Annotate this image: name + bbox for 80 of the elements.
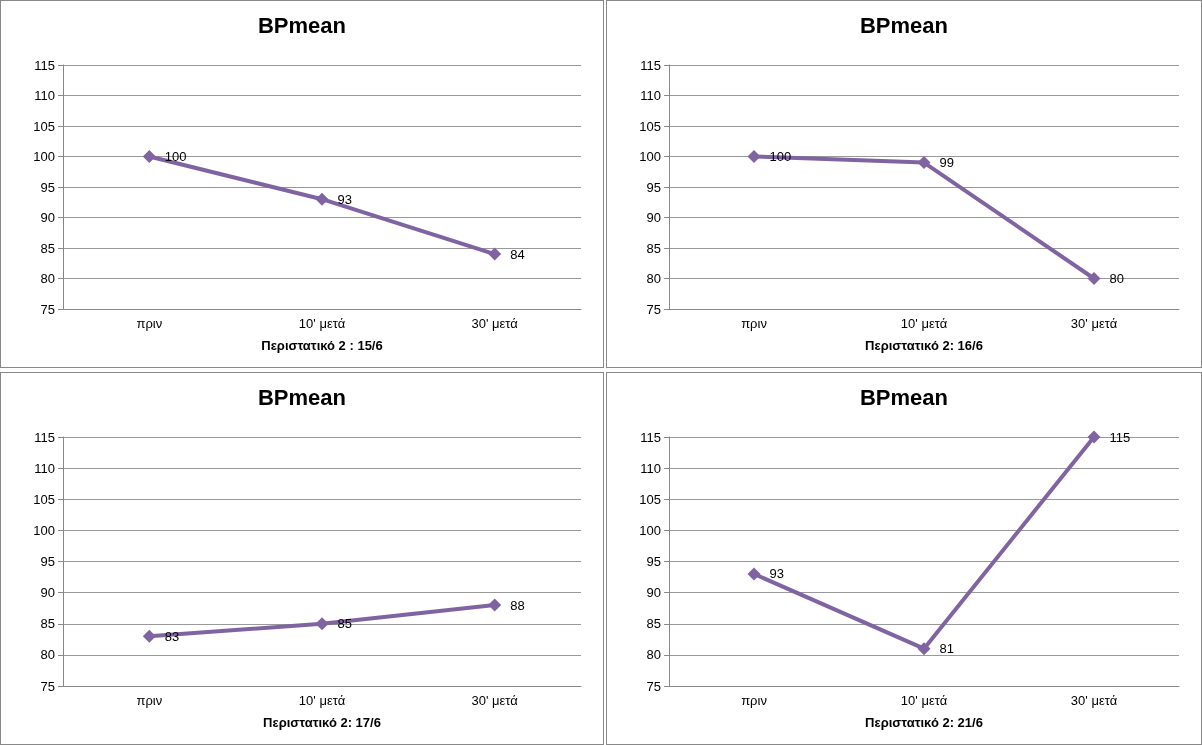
point: [1087, 430, 1101, 444]
y-tick-label: 105: [33, 118, 55, 134]
y-tick-label: 105: [639, 491, 661, 507]
y-tick-label: 85: [40, 616, 55, 632]
y-tick-label: 80: [40, 647, 55, 663]
x-tick-label: 10' μετά: [298, 693, 346, 708]
x-tick-label: πριν: [741, 316, 767, 331]
data-label: 100: [164, 149, 187, 164]
point: [747, 567, 761, 581]
x-axis-title: Περιστατικό 2: 16/6: [865, 338, 983, 353]
y-tick-label: 85: [646, 240, 661, 256]
data-label: 93: [337, 191, 352, 207]
point: [142, 629, 156, 643]
y-tick-label: 95: [40, 554, 55, 569]
chart-title: BPmean: [257, 12, 347, 38]
y-tick-label: 115: [34, 429, 55, 445]
x-tick-label: πριν: [136, 316, 163, 331]
data-label: 88: [510, 597, 525, 613]
y-tick-label: 80: [646, 647, 661, 663]
y-tick-label: 115: [34, 57, 55, 73]
y-tick-label: 90: [40, 585, 55, 601]
point: [917, 642, 931, 656]
y-tick-label: 100: [639, 149, 661, 164]
y-tick-label: 75: [646, 301, 661, 317]
y-tick-label: 90: [646, 585, 661, 601]
x-tick-label: 10' μετά: [298, 316, 346, 331]
y-tick-label: 110: [34, 460, 55, 476]
y-tick-label: 110: [640, 460, 661, 476]
data-label: 100: [769, 149, 792, 164]
data-label: 115: [1109, 429, 1131, 445]
point: [315, 192, 329, 206]
data-label: 84: [510, 246, 525, 262]
y-tick-label: 90: [40, 210, 55, 225]
y-tick-label: 110: [640, 88, 661, 103]
y-tick-label: 100: [33, 149, 55, 164]
chart-title: BPmean: [257, 384, 347, 410]
y-tick-label: 85: [40, 240, 55, 256]
y-tick-label: 100: [33, 522, 55, 538]
point: [1087, 272, 1101, 285]
y-tick-label: 75: [40, 678, 55, 694]
y-tick-label: 95: [646, 554, 661, 569]
x-tick-label: 10' μετά: [900, 316, 948, 331]
point: [488, 247, 502, 261]
y-tick-label: 115: [640, 57, 661, 73]
point: [747, 150, 761, 163]
chart-title: BPmean: [859, 12, 949, 38]
y-tick-label: 110: [34, 88, 55, 103]
point: [315, 617, 329, 631]
x-tick-label: 30' μετά: [1070, 693, 1118, 708]
data-label: 99: [939, 155, 954, 171]
x-axis-title: Περιστατικό 2 : 15/6: [261, 338, 383, 353]
data-label: 80: [1109, 271, 1124, 286]
x-tick-label: 10' μετά: [900, 693, 948, 708]
y-tick-label: 75: [646, 678, 661, 694]
x-tick-label: 30' μετά: [471, 693, 519, 708]
data-label: 83: [164, 628, 180, 644]
x-tick-label: πριν: [136, 693, 163, 708]
x-tick-label: 30' μετά: [471, 316, 519, 331]
y-tick-label: 100: [639, 522, 661, 538]
y-tick-label: 95: [646, 179, 661, 195]
point: [488, 598, 502, 612]
x-axis-title: Περιστατικό 2: 21/6: [865, 715, 983, 730]
x-tick-label: 30' μετά: [1070, 316, 1118, 331]
y-tick-label: 105: [639, 118, 661, 134]
y-tick-label: 80: [40, 271, 55, 286]
y-tick-label: 80: [646, 271, 661, 286]
y-tick-label: 85: [646, 616, 661, 632]
y-tick-label: 95: [40, 179, 55, 195]
point: [917, 156, 931, 170]
data-label: 85: [337, 616, 352, 632]
x-axis-title: Περιστατικό 2: 17/6: [263, 715, 381, 730]
y-tick-label: 75: [40, 301, 55, 317]
data-label: 93: [769, 566, 784, 582]
y-tick-label: 115: [640, 429, 661, 445]
data-label: 81: [939, 641, 954, 657]
y-tick-label: 105: [33, 491, 55, 507]
point: [142, 150, 156, 163]
x-tick-label: πριν: [741, 693, 767, 708]
chart-title: BPmean: [859, 384, 949, 410]
y-tick-label: 90: [646, 210, 661, 225]
